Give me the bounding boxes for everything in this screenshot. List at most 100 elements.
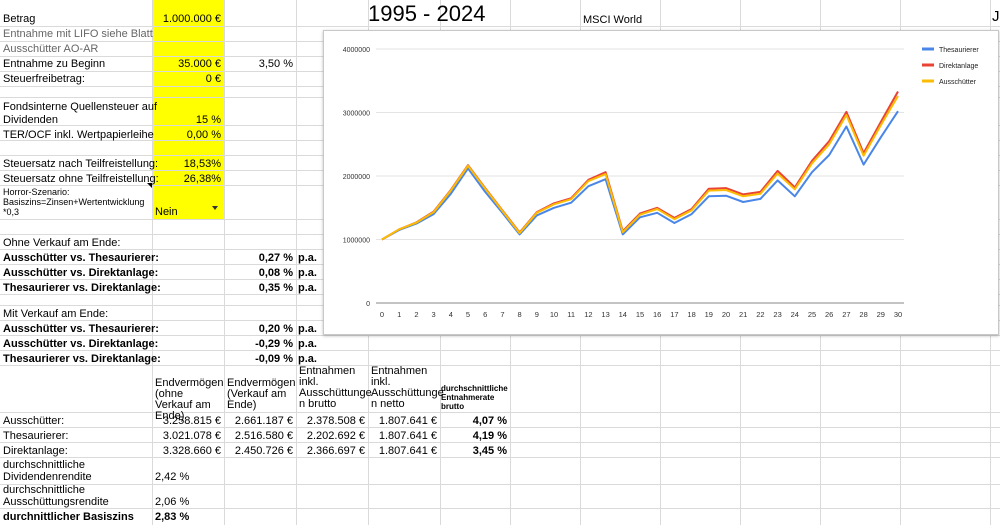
table-header-col-4[interactable]: Entnahmen inkl. Ausschüttunge n netto — [371, 365, 444, 410]
x-tick-label: 14 — [619, 310, 627, 319]
x-tick-label: 15 — [636, 310, 644, 319]
lifo-label[interactable]: Entnahme mit LIFO siehe Blatt — [3, 28, 153, 40]
table-row-2-cell-1[interactable]: 3.021.078 € — [162, 430, 221, 442]
x-tick-label: 11 — [567, 310, 575, 319]
table-row-2-cell-5[interactable]: 4,19 % — [472, 430, 507, 442]
table-row-2-cell-4[interactable]: 1.807.641 € — [378, 430, 437, 442]
ter-label[interactable]: TER/OCF inkl. Wertpapierleihe — [3, 129, 154, 141]
ohne-row-3-label[interactable]: Thesaurierer vs. Direktanlage: — [3, 282, 161, 294]
ohne-row-1-unit[interactable]: p.a. — [298, 252, 317, 264]
table-row-3-cell-5[interactable]: 3,45 % — [472, 445, 507, 457]
x-tick-label: 24 — [791, 310, 799, 319]
mit-row-2-unit[interactable]: p.a. — [298, 338, 317, 350]
series-line-ausschütter — [381, 95, 899, 241]
x-tick-label: 7 — [500, 310, 504, 319]
y-tick-label: 3000000 — [343, 111, 370, 118]
x-tick-label: 29 — [877, 310, 885, 319]
betrag-value[interactable]: 1.000.000 € — [162, 13, 221, 25]
x-tick-label: 23 — [773, 310, 781, 319]
entnahme-pct[interactable]: 3,50 % — [258, 58, 293, 70]
entnahme-label[interactable]: Entnahme zu Beginn — [3, 58, 106, 70]
line-chart[interactable]: 0 1000000 2000000 3000000 4000000 0 1 2 3 4 5 6 7 8 9 1… — [323, 30, 999, 335]
mit-row-3-unit[interactable]: p.a. — [298, 353, 317, 365]
table-row-2-label[interactable]: Thesaurierer: — [3, 430, 69, 442]
table-row-1-cell-2[interactable]: 2.661.187 € — [234, 415, 293, 427]
x-tick-label: 3 — [432, 310, 436, 319]
table-row-3-cell-1[interactable]: 3.328.660 € — [162, 445, 221, 457]
horror-dropdown[interactable]: Nein — [155, 206, 178, 218]
aus-label-2[interactable]: Ausschüttungsrendite — [3, 496, 109, 508]
x-tick-label: 4 — [449, 310, 453, 319]
y-tick-label: 4000000 — [343, 47, 370, 54]
div-value[interactable]: 2,42 % — [155, 471, 190, 483]
mit-row-1-value[interactable]: 0,20 % — [258, 323, 293, 335]
quellen-value[interactable]: 15 % — [195, 114, 221, 126]
steuer-ohne-label[interactable]: Steuersatz ohne Teilfreistellung: — [3, 173, 159, 185]
steuer-nach-value[interactable]: 18,53% — [183, 158, 221, 170]
steuerfrei-value[interactable]: 0 € — [205, 73, 221, 85]
index-label[interactable]: MSCI World — [583, 14, 643, 26]
ausschuetter-label[interactable]: Ausschütter AO-AR — [3, 43, 99, 55]
ohne-row-2-unit[interactable]: p.a. — [298, 267, 317, 279]
y-tick-label: 0 — [366, 301, 370, 308]
mit-row-2-value[interactable]: -0,29 % — [255, 338, 293, 350]
table-header-col-3[interactable]: Entnahmen inkl. Ausschüttunge n brutto — [299, 365, 372, 410]
horror-label-1[interactable]: Horror-Szenario: — [3, 187, 70, 197]
legend-label: Direktanlage — [939, 63, 978, 70]
mit-row-2-label[interactable]: Ausschütter vs. Direktanlage: — [3, 338, 159, 350]
table-header-col-1[interactable]: Endvermögen (ohne Verkauf am Ende) — [155, 377, 224, 422]
basis-label[interactable]: durchnittlicher Basiszins — [3, 511, 134, 523]
horror-label-3[interactable]: *0,3 — [3, 207, 20, 217]
y-tick-label: 1000000 — [343, 238, 370, 245]
ohne-verkauf-heading[interactable]: Ohne Verkauf am Ende: — [3, 237, 121, 249]
x-tick-label: 30 — [894, 310, 902, 319]
quellen-label-2[interactable]: Dividenden — [3, 114, 59, 126]
aus-value[interactable]: 2,06 % — [155, 496, 190, 508]
mit-verkauf-heading[interactable]: Mit Verkauf am Ende: — [3, 308, 109, 320]
steuerfrei-label[interactable]: Steuerfreibetrag: — [3, 73, 85, 85]
steuer-nach-label[interactable]: Steuersatz nach Teilfreistellung: — [3, 158, 159, 170]
table-header-col-5[interactable]: durchschnittliche Entnahmerate brutto — [441, 384, 508, 411]
x-tick-label: 2 — [414, 310, 418, 319]
ohne-row-2-value[interactable]: 0,08 % — [258, 267, 293, 279]
x-tick-label: 9 — [535, 310, 539, 319]
ter-value[interactable]: 0,00 % — [186, 129, 221, 141]
table-row-3-label[interactable]: Direktanlage: — [3, 445, 68, 457]
table-row-2-cell-2[interactable]: 2.516.580 € — [234, 430, 293, 442]
ohne-row-1-label[interactable]: Ausschütter vs. Thesaurierer: — [3, 252, 159, 264]
ohne-row-3-value[interactable]: 0,35 % — [258, 282, 293, 294]
mit-row-3-value[interactable]: -0,09 % — [255, 353, 293, 365]
table-row-3-cell-2[interactable]: 2.450.726 € — [234, 445, 293, 457]
page-title: 1995 - 2024 — [368, 1, 486, 26]
basis-value[interactable]: 2,83 % — [155, 511, 190, 523]
table-header-col-2[interactable]: Endvermögen (Verkauf am Ende) — [227, 377, 296, 411]
ohne-row-2-label[interactable]: Ausschütter vs. Direktanlage: — [3, 267, 159, 279]
table-row-1-cell-3[interactable]: 2.378.508 € — [306, 415, 365, 427]
div-label-1[interactable]: durchschnittliche — [3, 459, 85, 471]
mit-row-3-label[interactable]: Thesaurierer vs. Direktanlage: — [3, 353, 161, 365]
mit-row-1-unit[interactable]: p.a. — [298, 323, 317, 335]
chevron-down-icon[interactable] — [212, 206, 218, 210]
table-row-1-cell-1[interactable]: 3.258.815 € — [162, 415, 221, 427]
quellen-label-1[interactable]: Fondsinterne Quellensteuer auf — [3, 101, 158, 113]
ohne-row-3-unit[interactable]: p.a. — [298, 282, 317, 294]
ohne-row-1-value[interactable]: 0,27 % — [258, 252, 293, 264]
entnahme-value[interactable]: 35.000 € — [178, 58, 221, 70]
table-row-1-cell-4[interactable]: 1.807.641 € — [378, 415, 437, 427]
table-row-1-label[interactable]: Ausschütter: — [3, 415, 65, 427]
series-line-thesaurierer — [381, 110, 899, 241]
table-row-1-cell-5[interactable]: 4,07 % — [472, 415, 507, 427]
horror-label-2[interactable]: Basiszins=Zinsen+Wertentwicklung — [3, 197, 145, 207]
aus-label-1[interactable]: durchschnittliche — [3, 484, 85, 496]
x-tick-label: 8 — [518, 310, 522, 319]
x-tick-label: 18 — [687, 310, 695, 319]
table-row-3-cell-4[interactable]: 1.807.641 € — [378, 445, 437, 457]
x-tick-label: 1 — [397, 310, 401, 319]
x-tick-label: 13 — [601, 310, 609, 319]
table-row-2-cell-3[interactable]: 2.202.692 € — [306, 430, 365, 442]
table-row-3-cell-3[interactable]: 2.366.697 € — [306, 445, 365, 457]
betrag-label[interactable]: Betrag — [3, 13, 36, 25]
steuer-ohne-value[interactable]: 26,38% — [183, 173, 221, 185]
mit-row-1-label[interactable]: Ausschütter vs. Thesaurierer: — [3, 323, 159, 335]
div-label-2[interactable]: Dividendenrendite — [3, 471, 92, 483]
